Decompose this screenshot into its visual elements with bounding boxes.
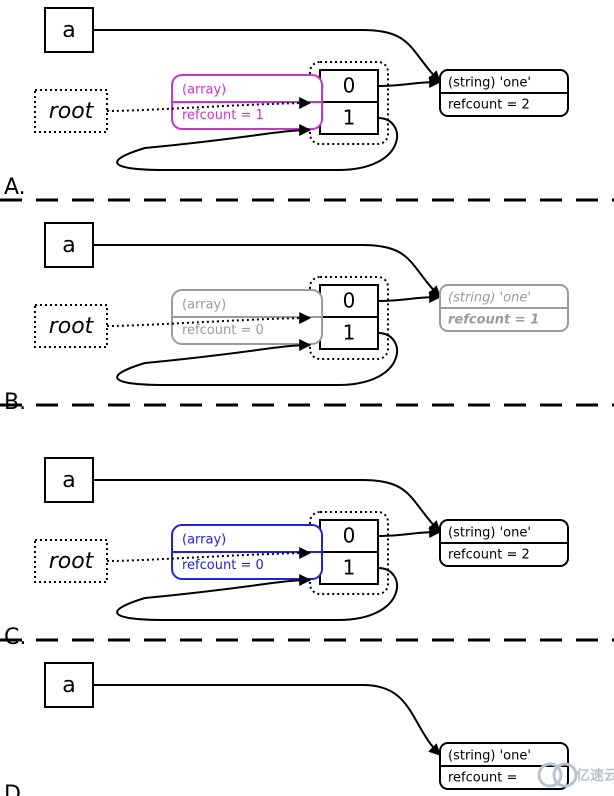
string-refcount-label: refcount = 1 [448,312,539,327]
string-refcount-label: refcount = 2 [448,547,530,562]
root-label: root [49,99,95,124]
panel-C: a root 0 1 (array) refcount = 0 (string) 'one'… [4,458,568,650]
var-a-label: a [62,233,75,258]
root-label: root [49,549,95,574]
array-refcount-label: refcount = 1 [182,108,264,123]
string-refcount-label: refcount = [448,770,517,785]
panel-D: a (string) 'one' refcount = D. [4,663,568,796]
panel-tag-A: A. [4,175,26,200]
string-type-label: (string) 'one' [448,75,531,90]
var-a-label: a [62,468,75,493]
array-type-label: (array) [182,83,226,98]
root-label: root [49,314,95,339]
svg-text:亿速云: 亿速云 [576,767,614,784]
panel-tag-D: D. [4,782,28,796]
cell-0-label: 0 [343,524,356,548]
panel-tag-B: B. [4,390,26,415]
string-type-label: (string) 'one' [448,748,531,763]
var-a-label: a [62,673,75,698]
array-type-label: (array) [182,533,226,548]
string-refcount-label: refcount = 2 [448,97,530,112]
array-refcount-label: refcount = 0 [182,323,264,338]
cell-1-label: 1 [343,106,356,130]
string-type-label: (string) 'one' [448,290,531,305]
cell-0-label: 0 [343,289,356,313]
panel-A: a root 0 1 (array) refcount = 1 (string) 'one'… [4,8,568,200]
panel-B: a root 0 1 (array) refcount = 0 (string) 'one'… [4,223,568,415]
array-refcount-label: refcount = 0 [182,558,264,573]
cell-0-label: 0 [343,74,356,98]
panel-tag-C: C. [4,625,26,650]
var-a-label: a [62,18,75,43]
cell-1-label: 1 [343,321,356,345]
string-type-label: (string) 'one' [448,525,531,540]
cell-1-label: 1 [343,556,356,580]
arrow-a-to-string [93,685,440,755]
array-type-label: (array) [182,298,226,313]
